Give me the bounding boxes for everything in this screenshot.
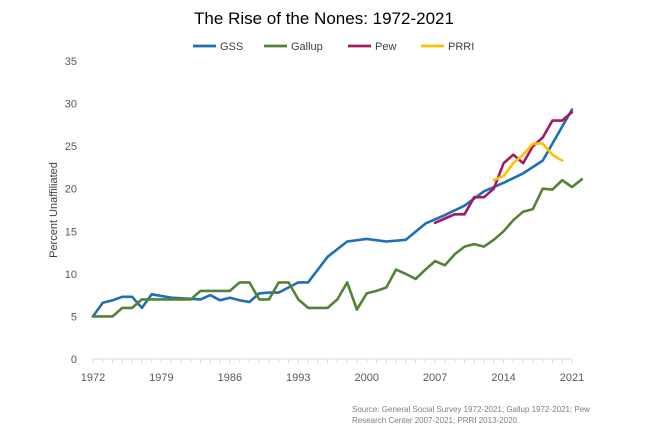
legend-label-gss: GSS	[220, 41, 243, 53]
series-line-prri	[492, 142, 564, 182]
y-tick-label: 5	[71, 311, 77, 323]
y-tick-label: 10	[65, 269, 77, 281]
x-tick-label: 2007	[423, 372, 447, 384]
y-tick-label: 15	[65, 226, 77, 238]
source-note: Source: General Social Survey 1972-2021;…	[352, 405, 590, 425]
y-tick-label: 35	[65, 56, 77, 68]
x-tick-label: 2000	[354, 372, 378, 384]
y-tick-label: 25	[65, 141, 77, 153]
x-tick-label: 1972	[81, 372, 105, 384]
x-tick-label: 1979	[149, 372, 173, 384]
y-axis-label: Percent Unaffiliated	[48, 162, 60, 258]
legend-label-pew: Pew	[375, 41, 396, 53]
legend: GSS Gallup Pew PRRI	[193, 41, 474, 53]
y-tick-label: 0	[71, 354, 77, 366]
y-axis: 0 5 10 15 20 25 30 35	[65, 56, 77, 366]
x-tick-label: 1986	[218, 372, 242, 384]
y-tick-label: 30	[65, 99, 77, 111]
x-tick-label: 2014	[491, 372, 515, 384]
legend-label-prri: PRRI	[448, 41, 474, 53]
chart-title: The Rise of the Nones: 1972-2021	[194, 9, 454, 28]
y-tick-label: 20	[65, 184, 77, 196]
series-line-gss	[91, 108, 574, 318]
series-line-pew	[433, 110, 574, 225]
legend-label-gallup: Gallup	[291, 41, 323, 53]
x-tick-label: 1993	[286, 372, 310, 384]
x-axis: 1972 1979 1986 1993 2000 2007 2014 2021	[81, 358, 584, 384]
series-line-gallup	[91, 178, 584, 318]
series-layer	[91, 108, 584, 318]
x-tick-label: 2021	[560, 372, 584, 384]
